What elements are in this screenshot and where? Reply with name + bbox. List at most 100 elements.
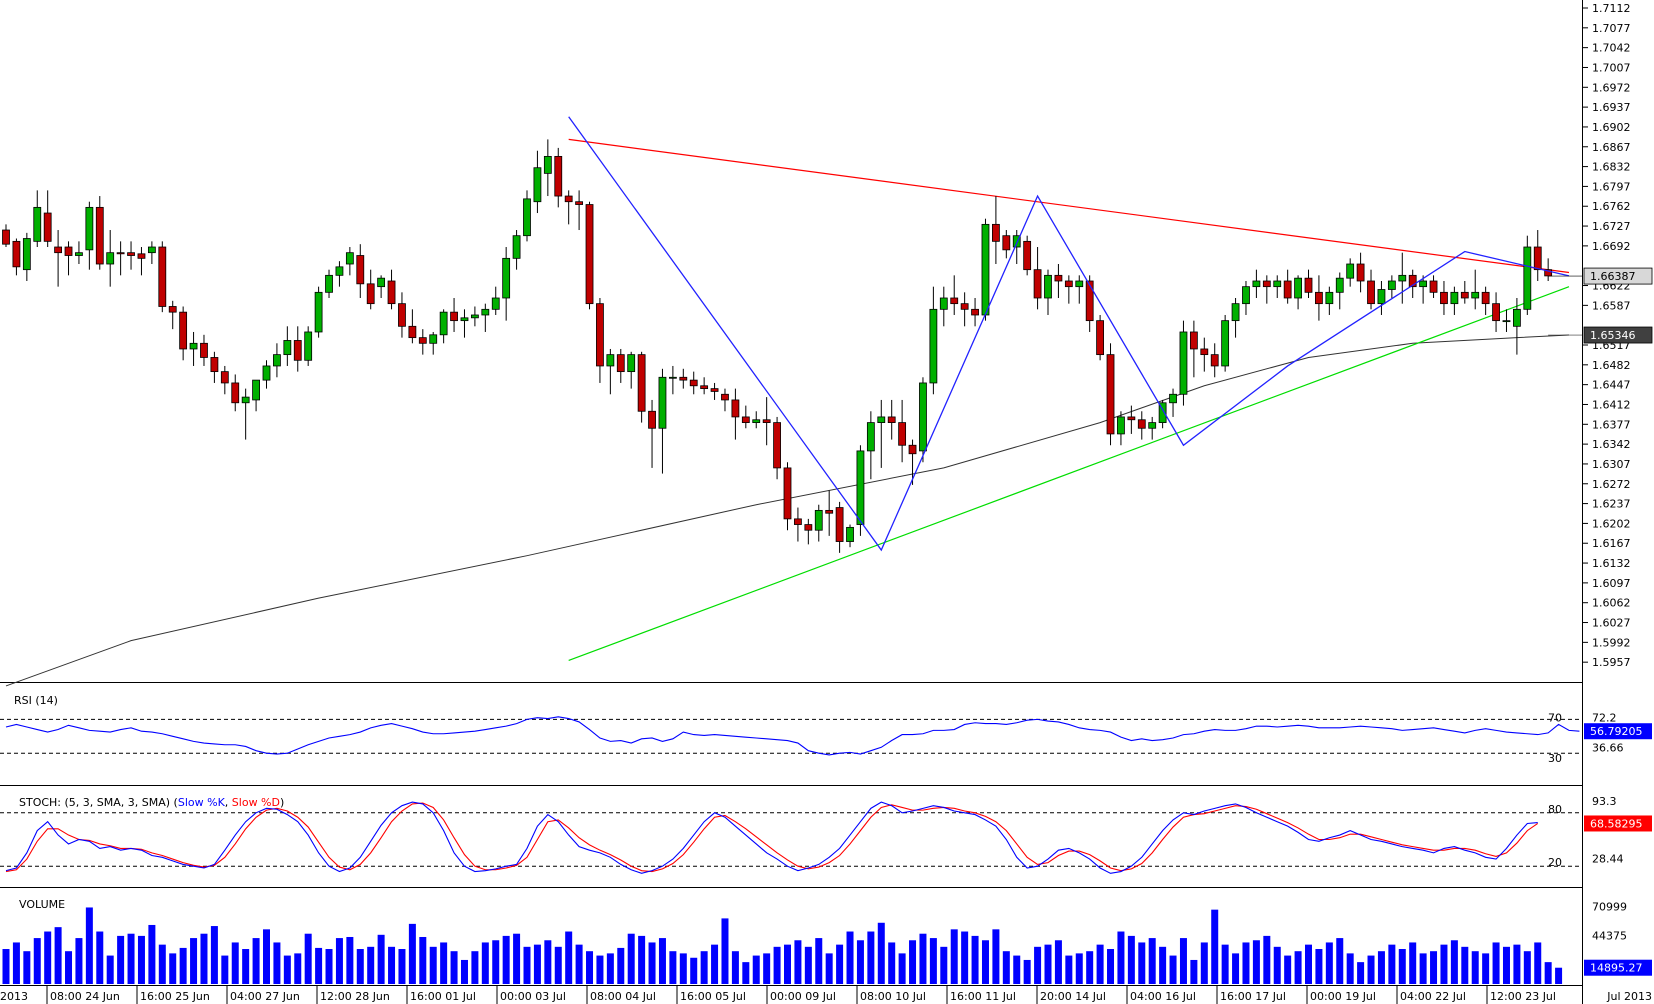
price-tick-label: 1.7077 <box>1592 22 1631 35</box>
moving-average-price-label-box <box>1583 326 1653 344</box>
bullish-candle-body <box>345 252 354 265</box>
candle <box>75 241 83 265</box>
candle <box>43 190 52 248</box>
candle <box>814 504 823 542</box>
moving-average-line <box>5 334 1570 687</box>
volume-bar <box>1367 955 1375 984</box>
bullish-candle-body <box>856 450 865 525</box>
volume-bar <box>586 951 594 984</box>
bullish-candle-body <box>106 252 115 265</box>
bullish-candle-body <box>1502 320 1511 323</box>
candle <box>898 399 907 463</box>
bullish-candle-body <box>1523 246 1532 310</box>
bearish-candle-body <box>12 240 21 268</box>
candle <box>533 150 542 214</box>
candle <box>1335 272 1344 310</box>
volume-bar <box>648 942 656 984</box>
bearish-candle-body <box>1408 274 1417 288</box>
candle <box>366 269 375 310</box>
candle <box>596 297 604 383</box>
bearish-candle-body <box>1367 280 1375 305</box>
candle <box>293 326 302 372</box>
price-tick-label: 1.6167 <box>1592 537 1631 550</box>
bearish-candle-body <box>762 419 771 423</box>
rsi-current-box <box>1584 723 1652 740</box>
candle <box>304 326 313 366</box>
candle <box>1346 258 1355 287</box>
candle <box>950 275 959 315</box>
volume-bar <box>1148 938 1156 984</box>
bearish-candle-body <box>585 204 594 305</box>
candle <box>710 382 719 400</box>
bullish-candle-body <box>33 206 42 242</box>
bullish-candle-body <box>814 509 823 531</box>
volume-current-value: 14895.27 <box>1590 962 1643 975</box>
bearish-candle-body <box>1106 354 1115 435</box>
volume-bar <box>1523 951 1531 984</box>
volume-bar <box>679 953 687 984</box>
volume-bar <box>763 953 771 984</box>
candle <box>794 507 802 542</box>
candle <box>502 247 511 321</box>
candle <box>54 230 62 287</box>
stoch-tick-label: 28.44 <box>1592 853 1624 866</box>
rsi-line <box>5 716 1580 756</box>
volume-bar <box>669 951 677 984</box>
volume-bar <box>158 944 166 984</box>
candle <box>1252 269 1261 298</box>
candle <box>1169 388 1177 417</box>
candle <box>335 261 344 287</box>
candle <box>1262 275 1271 304</box>
candle <box>398 292 406 338</box>
bearish-candle-body <box>418 337 427 344</box>
volume-bar <box>711 944 719 984</box>
bullish-candle-body <box>314 291 323 333</box>
bullish-candle-body <box>1117 416 1125 435</box>
candle <box>1294 275 1302 310</box>
volume-bar <box>731 951 739 984</box>
bullish-candle-body <box>1387 280 1396 290</box>
candle <box>408 309 417 344</box>
bullish-candle-body <box>189 342 198 350</box>
x-axis-label: 12:00 28 Jun <box>320 990 390 1003</box>
volume-bar <box>961 931 969 984</box>
stoch-tick-label: 93.3 <box>1592 795 1617 808</box>
volume-panel: VOLUME 70999 44375 14895.27 <box>2 898 1652 984</box>
price-tick-label: 1.6762 <box>1592 200 1631 213</box>
volume-bar <box>1346 953 1354 984</box>
candle <box>554 147 563 208</box>
volume-bar <box>398 949 406 984</box>
volume-bar <box>137 935 145 984</box>
zigzag-line <box>568 116 1570 552</box>
volume-bar <box>1023 959 1031 984</box>
current-price-label: 1.66387 <box>1583 267 1653 285</box>
volume-bar <box>1273 946 1281 984</box>
bearish-candle-body <box>408 325 417 339</box>
candle <box>273 343 281 378</box>
volume-bar <box>231 942 239 984</box>
bearish-candle-body <box>1315 291 1323 305</box>
volume-bar <box>888 942 896 984</box>
bearish-candle-body <box>231 382 240 404</box>
bearish-candle-body <box>1356 263 1365 282</box>
bullish-candle-body <box>1075 280 1084 288</box>
volume-bar <box>1263 935 1271 984</box>
volume-bar <box>794 940 802 984</box>
price-tick-label: 1.6482 <box>1592 359 1631 372</box>
bearish-candle-body <box>689 379 698 387</box>
bearish-candle-body <box>1064 280 1073 288</box>
bullish-candle-body <box>877 416 886 423</box>
volume-bar <box>1159 946 1167 984</box>
volume-bar <box>1471 951 1479 984</box>
volume-bar <box>565 931 573 984</box>
candle <box>804 518 813 545</box>
candle <box>752 411 761 429</box>
candle <box>741 405 750 429</box>
volume-bar <box>898 953 906 984</box>
bearish-candle-body <box>1460 291 1469 299</box>
bullish-candle-body <box>470 314 479 319</box>
volume-bar <box>909 940 917 984</box>
candle <box>1012 230 1021 265</box>
candle <box>575 190 583 231</box>
candle <box>158 241 167 313</box>
